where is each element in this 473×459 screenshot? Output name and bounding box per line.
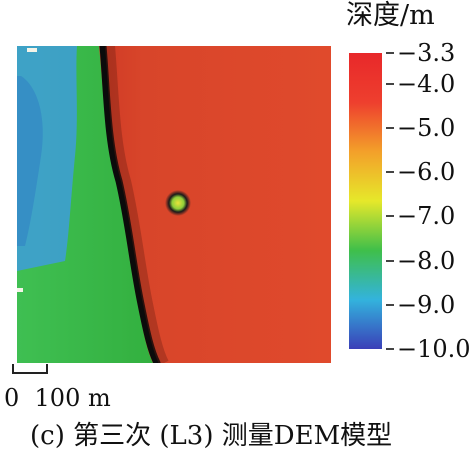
scale-bar (12, 364, 48, 374)
pit-feature (165, 190, 191, 216)
dem-map (17, 46, 331, 363)
legend-title: 深度/m (346, 0, 435, 31)
legend-tick-mark (386, 348, 394, 350)
scale-bar-label: 0 100 m (4, 384, 111, 412)
figure-caption: (c) 第三次 (L3) 测量DEM模型 (30, 421, 393, 451)
legend-tick-label: −6.0 (397, 158, 456, 187)
legend-tick-label: −5.0 (397, 114, 456, 143)
legend-tick-label: −4.0 (397, 69, 456, 98)
legend-tick-mark (386, 171, 394, 174)
legend-tick-label: −10.0 (397, 335, 471, 363)
legend-tick-label: −3.3 (397, 39, 456, 67)
legend-tick-mark (386, 52, 394, 54)
legend-tick-label: −7.0 (397, 202, 456, 231)
legend-tick-label: −8.0 (397, 246, 456, 275)
legend-tick-mark (386, 82, 394, 85)
legend-tick-mark (386, 215, 394, 218)
legend-tick-mark (386, 303, 394, 306)
legend-tick-mark (386, 259, 394, 262)
legend-tick-label: −9.0 (397, 290, 456, 319)
legend-tick-mark (386, 127, 394, 130)
color-scale-bar (349, 53, 382, 349)
scarp-line (99, 46, 161, 363)
